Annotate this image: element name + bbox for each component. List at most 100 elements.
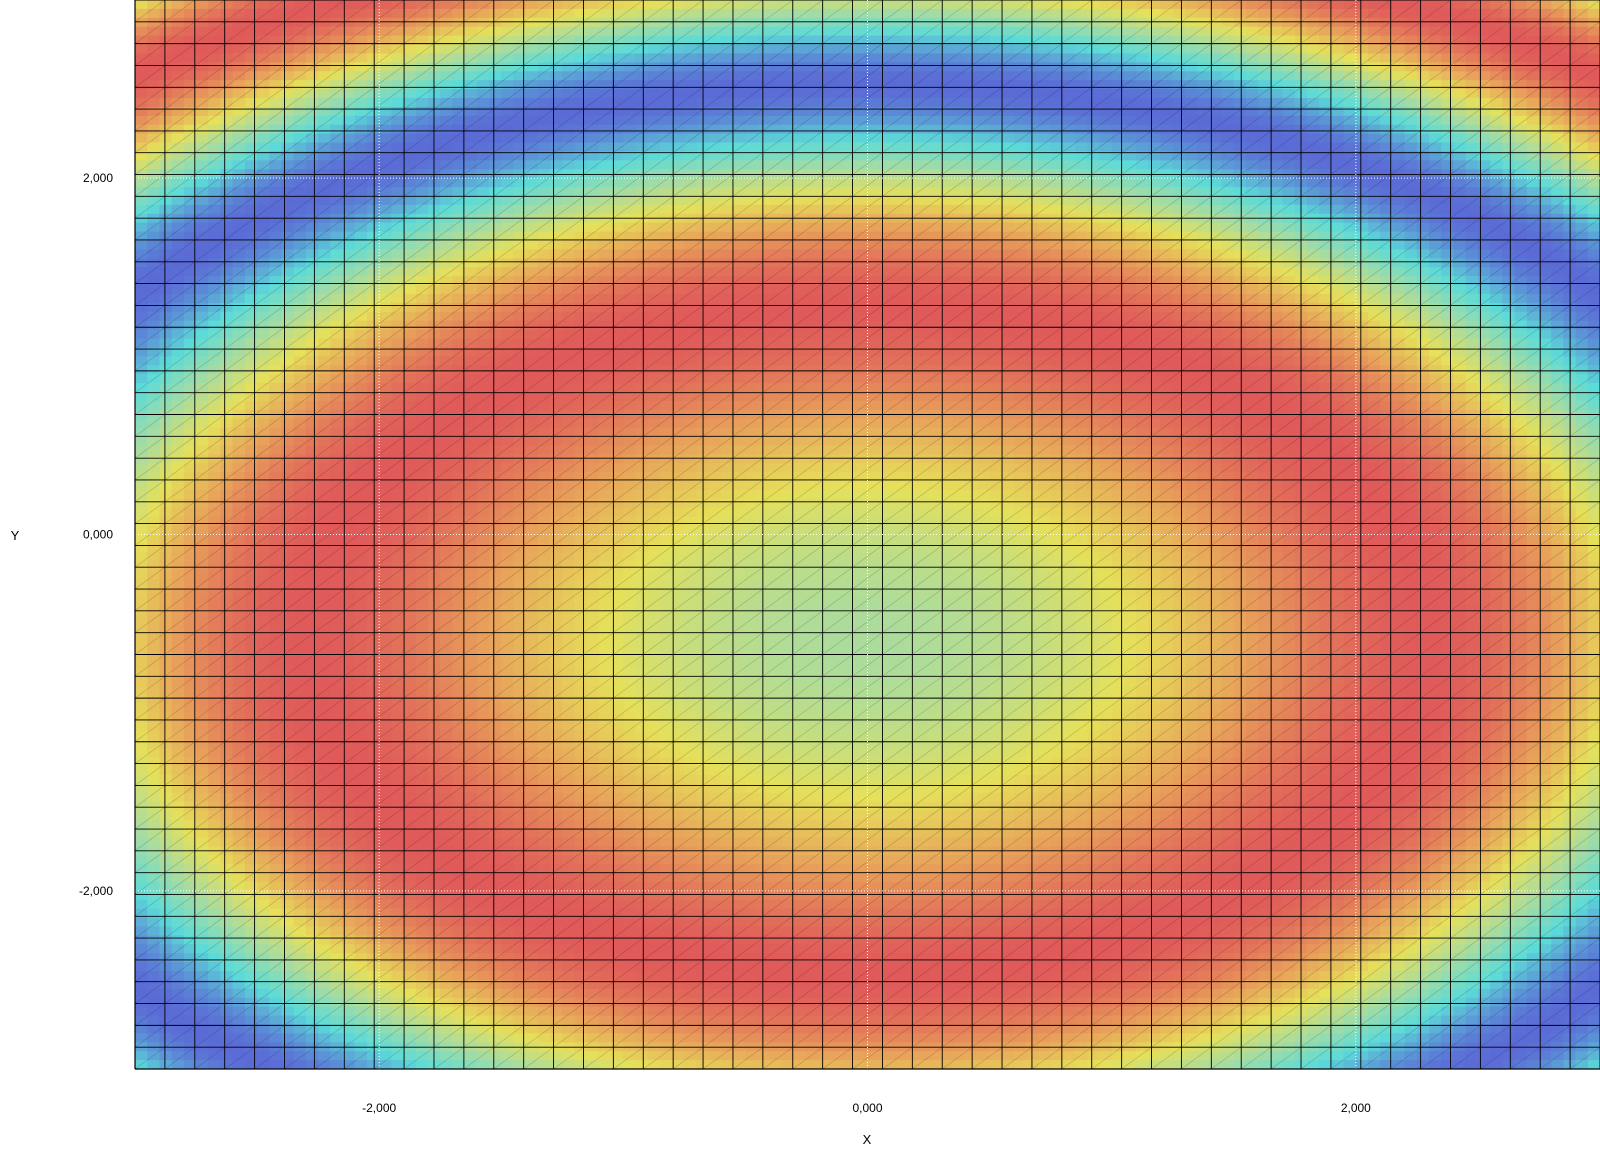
heat-cell xyxy=(550,739,563,749)
heat-cell xyxy=(135,962,148,972)
heat-cell xyxy=(135,766,148,776)
heat-cell xyxy=(318,8,331,19)
heat-cell xyxy=(391,792,405,803)
heat-cell xyxy=(586,837,600,847)
heat-cell xyxy=(452,828,466,838)
heat-cell xyxy=(513,0,527,10)
heat-cell xyxy=(147,650,161,660)
heat-cell xyxy=(147,347,161,357)
heat-cell xyxy=(208,151,222,161)
heat-cell xyxy=(208,124,222,135)
heat-cell xyxy=(452,792,466,803)
heat-cell xyxy=(183,62,197,72)
heat-cell xyxy=(171,276,185,286)
heat-cell xyxy=(586,917,600,928)
heat-cell xyxy=(330,739,344,749)
heat-cell xyxy=(147,659,161,669)
heat-cell xyxy=(464,338,478,349)
heat-cell xyxy=(440,730,454,740)
heat-cell xyxy=(489,650,502,660)
heat-cell xyxy=(464,463,478,473)
heat-cell xyxy=(342,828,356,838)
heat-cell xyxy=(269,1006,283,1017)
heat-cell xyxy=(342,53,356,63)
heat-cell xyxy=(220,400,234,411)
heat-cell xyxy=(159,115,173,126)
heat-cell xyxy=(464,436,478,447)
heat-cell xyxy=(623,374,637,384)
heat-cell xyxy=(281,204,295,215)
heat-cell xyxy=(391,44,405,55)
heat-cell xyxy=(489,338,502,349)
heat-cell xyxy=(452,231,466,242)
heat-cell xyxy=(159,801,173,812)
heat-cell xyxy=(171,855,185,865)
heat-cell xyxy=(501,997,515,1008)
heat-cell xyxy=(623,926,637,936)
heat-cell xyxy=(464,71,478,81)
heat-cell xyxy=(183,748,197,758)
heat-cell xyxy=(196,543,209,553)
heat-cell xyxy=(391,703,405,714)
heat-cell xyxy=(354,169,368,179)
heat-cell xyxy=(464,1060,478,1069)
heat-cell xyxy=(550,26,563,37)
heat-cell xyxy=(318,1015,331,1026)
heat-cell xyxy=(501,427,515,438)
heat-cell xyxy=(147,365,161,375)
heat-cell xyxy=(391,668,405,678)
heat-cell xyxy=(342,115,356,126)
heat-cell xyxy=(232,873,246,883)
heat-cell xyxy=(135,293,148,304)
heat-cell xyxy=(513,596,527,607)
heat-cell xyxy=(220,890,234,901)
heat-cell xyxy=(489,685,502,696)
heat-cell xyxy=(513,694,527,705)
heat-cell xyxy=(452,561,466,571)
heat-cell xyxy=(513,498,527,509)
heat-cell xyxy=(598,570,612,580)
heat-cell xyxy=(220,80,234,90)
heat-cell xyxy=(183,53,197,63)
heat-cell xyxy=(586,962,600,972)
heat-cell xyxy=(354,240,368,251)
heat-cell xyxy=(232,668,246,678)
heat-cell xyxy=(318,204,331,215)
heat-cell xyxy=(257,1051,270,1061)
heat-cell xyxy=(354,204,368,215)
heat-cell xyxy=(293,855,307,865)
heat-cell xyxy=(257,445,270,455)
heat-cell xyxy=(354,917,368,928)
heat-cell xyxy=(257,347,270,357)
heat-cell xyxy=(281,677,295,687)
heat-cell xyxy=(269,543,283,553)
heat-cell xyxy=(403,516,417,527)
heat-cell xyxy=(159,534,173,545)
heat-cell xyxy=(452,115,466,126)
heat-cell xyxy=(293,169,307,179)
heat-cell xyxy=(330,587,344,598)
heat-cell xyxy=(257,436,270,447)
heat-cell xyxy=(415,596,429,607)
heat-cell xyxy=(476,187,490,197)
heat-cell xyxy=(293,1015,307,1026)
heat-cell xyxy=(293,792,307,803)
heat-cell xyxy=(574,837,588,847)
heat-cell xyxy=(269,106,283,117)
heat-cell xyxy=(537,926,551,936)
heat-cell xyxy=(598,400,612,411)
heat-cell xyxy=(281,151,295,161)
heat-cell xyxy=(318,757,331,767)
heat-cell xyxy=(354,748,368,758)
heat-cell xyxy=(269,792,283,803)
heat-cell xyxy=(293,694,307,705)
heat-cell xyxy=(452,498,466,509)
heat-cell xyxy=(574,365,588,375)
heat-cell xyxy=(537,1006,551,1017)
heat-cell xyxy=(489,427,502,438)
heat-cell xyxy=(562,775,576,785)
heat-cell xyxy=(574,356,588,366)
heat-cell xyxy=(379,766,392,776)
heat-cell xyxy=(135,908,148,919)
heat-cell xyxy=(159,365,173,375)
